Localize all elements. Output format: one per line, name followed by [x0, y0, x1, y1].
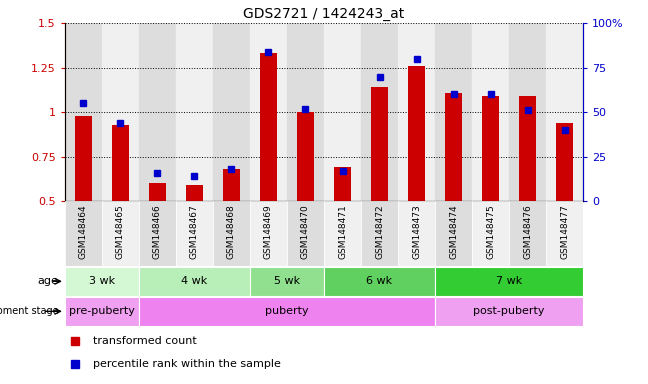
Bar [324, 23, 361, 201]
Bar [260, 53, 277, 201]
Text: percentile rank within the sample: percentile rank within the sample [93, 359, 281, 369]
Text: GSM148467: GSM148467 [190, 205, 199, 259]
Bar [546, 23, 583, 201]
Bar [139, 201, 176, 266]
Bar [324, 201, 361, 266]
Bar [472, 201, 509, 266]
Text: GSM148468: GSM148468 [227, 205, 236, 259]
Text: GSM148465: GSM148465 [116, 205, 125, 259]
Bar [102, 23, 139, 201]
Bar [472, 23, 509, 201]
Bar [435, 267, 583, 296]
Text: pre-puberty: pre-puberty [69, 306, 135, 316]
Bar [371, 87, 388, 201]
Bar [65, 201, 102, 266]
Bar [297, 112, 314, 201]
Bar [186, 185, 203, 201]
Text: development stage: development stage [0, 306, 58, 316]
Text: GSM148476: GSM148476 [523, 205, 532, 259]
Text: GSM148472: GSM148472 [375, 205, 384, 259]
Bar [546, 201, 583, 266]
Bar [287, 201, 324, 266]
Bar [445, 93, 462, 201]
Bar [65, 297, 139, 326]
Bar [334, 167, 351, 201]
Bar [75, 116, 91, 201]
Text: transformed count: transformed count [93, 336, 197, 346]
Bar [435, 297, 583, 326]
Text: GSM148474: GSM148474 [449, 205, 458, 259]
Bar [213, 201, 250, 266]
Text: post-puberty: post-puberty [474, 306, 545, 316]
Bar [149, 184, 166, 201]
Bar [435, 23, 472, 201]
Text: 7 wk: 7 wk [496, 276, 522, 286]
Bar [112, 125, 129, 201]
Text: age: age [38, 276, 58, 286]
Bar [102, 201, 139, 266]
Bar [408, 66, 425, 201]
Bar [213, 23, 250, 201]
Bar [324, 267, 435, 296]
Bar [65, 23, 102, 201]
Bar [223, 169, 240, 201]
Bar [139, 23, 176, 201]
Text: puberty: puberty [265, 306, 309, 316]
Text: GSM148473: GSM148473 [412, 205, 421, 259]
Bar [139, 297, 435, 326]
Bar [435, 201, 472, 266]
Text: 4 wk: 4 wk [181, 276, 207, 286]
Text: GSM148469: GSM148469 [264, 205, 273, 259]
Bar [509, 201, 546, 266]
Text: 6 wk: 6 wk [367, 276, 393, 286]
Bar [482, 96, 499, 201]
Bar [287, 23, 324, 201]
Bar [557, 123, 573, 201]
Bar [361, 23, 398, 201]
Bar [65, 267, 139, 296]
Text: 5 wk: 5 wk [274, 276, 300, 286]
Bar [250, 23, 287, 201]
Title: GDS2721 / 1424243_at: GDS2721 / 1424243_at [244, 7, 404, 21]
Bar [176, 201, 213, 266]
Text: GSM148477: GSM148477 [560, 205, 569, 259]
Bar [361, 201, 398, 266]
Text: GSM148471: GSM148471 [338, 205, 347, 259]
Bar [176, 23, 213, 201]
Bar [139, 267, 250, 296]
Bar [250, 201, 287, 266]
Bar [519, 96, 536, 201]
Text: GSM148464: GSM148464 [79, 205, 88, 259]
Bar [398, 23, 435, 201]
Bar [509, 23, 546, 201]
Text: 3 wk: 3 wk [89, 276, 115, 286]
Text: GSM148475: GSM148475 [486, 205, 495, 259]
Bar [250, 267, 324, 296]
Text: GSM148470: GSM148470 [301, 205, 310, 259]
Bar [398, 201, 435, 266]
Text: GSM148466: GSM148466 [153, 205, 162, 259]
